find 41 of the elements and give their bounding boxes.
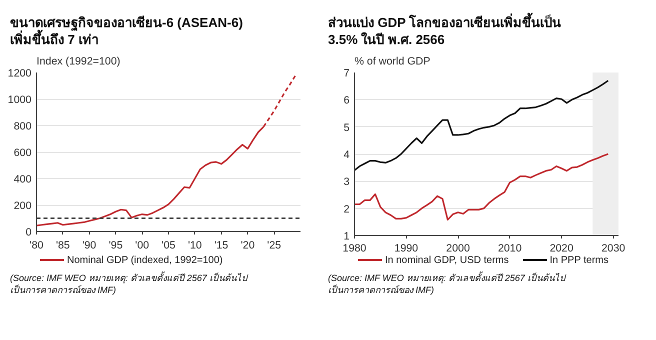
- text: (Source: IMF WEO หมายเหตุ: ตัวเลขตั้งแต่ปี 2567 เป็นต้นไป เป็นการคาดการณ์ของ IMF): [328, 272, 566, 296]
- x-tick-label: 2010: [498, 242, 522, 254]
- y-tick-label: 2: [344, 203, 350, 216]
- x-tick-label: '25: [267, 240, 282, 252]
- x-tick-label: '90: [82, 240, 96, 252]
- x-tick-label: '85: [56, 240, 70, 252]
- y-tick-label: 600: [14, 147, 32, 159]
- line-series: [354, 80, 609, 172]
- x-tick-label: 1990: [394, 242, 418, 254]
- y-tick-label: 0: [26, 226, 32, 238]
- text: (Source: IMF WEO หมายเหตุ: ตัวเลขตั้งแต่ปี 2567 เป็นต้นไป เป็นการคาดการณ์ของ IMF): [10, 272, 248, 296]
- y-tick-label: 5: [344, 122, 350, 134]
- y-axis-title: Index (1992=100): [36, 56, 120, 68]
- y-tick-label: 4: [344, 149, 350, 161]
- legend-label: In nominal GDP, USD terms: [384, 255, 509, 266]
- x-tick-label: 2000: [446, 242, 470, 254]
- x-tick-label: '15: [214, 240, 228, 252]
- x-tick-label: 2030: [601, 242, 626, 254]
- line-series: [354, 153, 609, 221]
- x-tick-label: '10: [188, 240, 202, 252]
- x-tick-label: '95: [108, 240, 123, 252]
- y-axis-title: % of world GDP: [354, 56, 430, 68]
- x-tick-label: 2020: [550, 242, 574, 254]
- chart-title: ขนาดเศรษฐกิจของอาเซียน-6 (ASEAN-6) เพิ่มขึ้นถึง 7 เท่า: [10, 14, 243, 48]
- x-tick-label: '00: [135, 240, 150, 252]
- x-tick-label: 1980: [342, 242, 366, 254]
- y-tick-label: 400: [14, 174, 32, 186]
- y-tick-label: 7: [344, 68, 350, 80]
- y-tick-label: 1000: [8, 94, 32, 106]
- y-tick-label: 800: [14, 120, 32, 132]
- x-tick-label: '05: [162, 240, 176, 252]
- x-tick-label: '80: [30, 240, 44, 252]
- y-tick-label: 3: [344, 176, 350, 188]
- legend-label: In PPP terms: [548, 255, 608, 266]
- y-tick-label: 6: [344, 94, 350, 107]
- y-tick-label: 1200: [8, 68, 32, 80]
- legend-label: Nominal GDP (indexed, 1992=100): [66, 255, 223, 266]
- x-tick-label: '20: [240, 240, 255, 252]
- y-tick-label: 1: [344, 230, 350, 242]
- chart-title: ส่วนแบ่ง GDP โลกของอาเซียนเพิ่มขึ้นเป็น 3.5% ในปี พ.ศ. 2566: [328, 14, 562, 48]
- y-tick-label: 200: [14, 200, 32, 212]
